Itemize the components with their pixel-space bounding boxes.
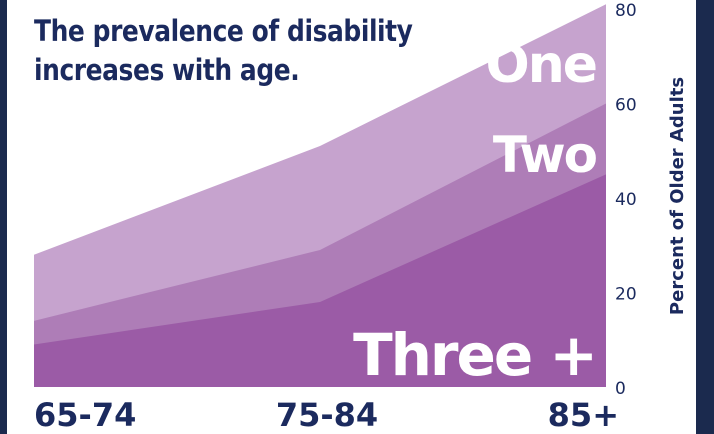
y-axis-ticks: 0 20 40 60 80 (615, 1, 637, 399)
chart-title-line-2: increases with age. (34, 53, 300, 87)
chart-title-line-1: The prevalence of disability (34, 14, 413, 48)
y-axis-title: Percent of Older Adults (667, 77, 688, 315)
left-border (0, 0, 7, 434)
x-tick-label: 75-84 (276, 396, 378, 434)
y-tick-label: 60 (615, 96, 637, 116)
series-labels: Three + Two One (353, 35, 599, 389)
area-three (34, 174, 606, 387)
chart-title: The prevalence of disability increases w… (34, 12, 516, 90)
x-axis-ticks: 65-74 75-84 85+ (34, 396, 619, 434)
y-tick-label: 0 (615, 379, 626, 399)
x-tick-label: 65-74 (34, 396, 136, 434)
area-layers (34, 4, 606, 388)
x-tick-label: 85+ (548, 396, 619, 434)
y-tick-label: 20 (615, 285, 637, 305)
series-label-three: Three + (353, 321, 596, 389)
y-tick-label: 80 (615, 1, 637, 21)
y-tick-label: 40 (615, 190, 637, 210)
series-label-one: One (486, 35, 597, 95)
right-border (696, 0, 714, 434)
series-label-two: Two (493, 126, 597, 184)
